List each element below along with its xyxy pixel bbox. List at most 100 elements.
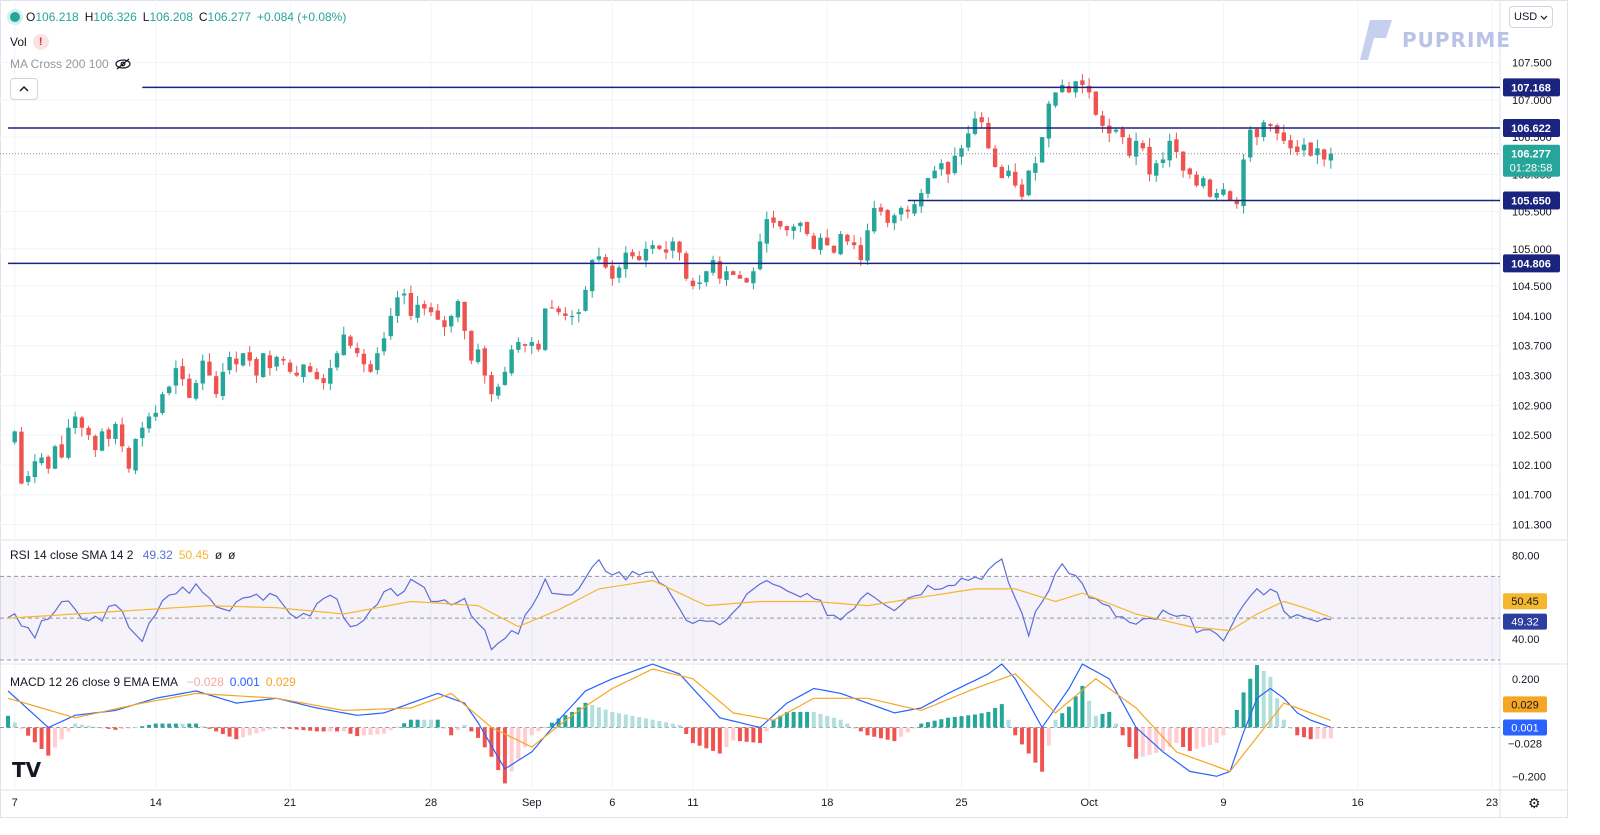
candle-body — [260, 353, 266, 378]
candle-body — [798, 222, 803, 227]
candle-body — [1268, 124, 1273, 126]
macd-histogram-bar — [1140, 727, 1145, 757]
macd-histogram-bar — [1019, 727, 1024, 745]
macd-histogram-bar — [536, 727, 541, 732]
macd-histogram-bar — [288, 727, 293, 729]
tradingview-logo[interactable]: TV — [12, 758, 42, 782]
candle-body — [536, 343, 541, 350]
candle-body — [939, 163, 944, 170]
candle-body — [482, 348, 487, 376]
candle-body — [408, 292, 414, 316]
macd-histogram-bar — [529, 727, 534, 736]
candle-body — [1133, 140, 1139, 157]
candle-body — [213, 376, 219, 395]
candle-body — [287, 362, 293, 372]
candle-body — [885, 209, 890, 223]
macd-histogram-bar — [670, 723, 675, 728]
x-tick-label: 9 — [1220, 797, 1226, 809]
rsi-badge — [1503, 613, 1547, 630]
macd-histogram-bar — [543, 726, 548, 728]
candle-body — [912, 204, 917, 214]
candle-body — [281, 358, 286, 361]
macd-histogram-bar — [979, 713, 984, 728]
macd-histogram-bar — [254, 727, 259, 734]
candle-body — [589, 260, 595, 292]
macd-histogram-bar — [946, 717, 951, 728]
candle-body — [851, 242, 857, 246]
candle-body — [1039, 137, 1045, 163]
macd-histogram-bar — [852, 727, 857, 729]
candle-body — [818, 237, 823, 250]
candle-body — [637, 256, 642, 261]
macd-histogram-bar — [858, 727, 863, 732]
candle-body — [307, 366, 313, 372]
macd-histogram-bar — [388, 727, 393, 731]
symbol-status-dot — [10, 12, 20, 22]
candle-body — [1214, 193, 1219, 198]
candle-body — [724, 271, 729, 280]
candle-body — [1308, 142, 1313, 156]
macd-histogram-bar — [677, 724, 682, 728]
candle-body — [381, 338, 387, 352]
gear-icon[interactable]: ⚙ — [1528, 795, 1541, 811]
macd-histogram-bar — [1167, 727, 1172, 747]
candle-body — [234, 358, 239, 365]
macd-histogram-bar — [86, 725, 91, 728]
ma-legend[interactable]: MA Cross 200 100 — [10, 57, 131, 71]
candle-body — [254, 358, 259, 376]
candle-body — [663, 249, 669, 253]
macd-y-tick-label: 0.200 — [1512, 674, 1540, 686]
currency-selector[interactable]: USD — [1509, 6, 1553, 28]
candle-body — [294, 372, 299, 376]
candle-body — [999, 166, 1005, 179]
candle-body — [516, 342, 521, 350]
macd-histogram-bar — [623, 714, 628, 728]
candle-body — [469, 330, 474, 361]
macd-histogram-bar — [449, 727, 454, 736]
candle-body — [1301, 144, 1307, 151]
macd-histogram-bar — [294, 727, 299, 730]
macd-hist-badge-label: −0.028 — [1508, 739, 1542, 751]
ohlc-item: L106.208 — [143, 10, 193, 24]
candle-body — [1026, 170, 1031, 196]
collapse-legend-button[interactable] — [10, 78, 38, 100]
eye-crossed-icon[interactable] — [115, 58, 131, 70]
ohlc-value: 106.208 — [149, 10, 193, 24]
macd-histogram-bar — [791, 711, 796, 728]
candle-body — [778, 220, 783, 227]
macd-histogram-bar — [147, 724, 152, 728]
macd-histogram-bar — [657, 721, 662, 728]
candle-body — [932, 170, 937, 179]
macd-histogram-bar — [630, 715, 635, 728]
macd-histogram-bar — [1275, 698, 1280, 728]
level-price-label: 104.806 — [1511, 258, 1551, 270]
macd-histogram-bar — [1040, 727, 1045, 772]
rsi-sma-line — [7, 579, 1332, 632]
candle-body — [1080, 80, 1085, 85]
candle-body — [1254, 129, 1260, 138]
macd-histogram-bar — [1322, 727, 1327, 739]
candle-body — [704, 271, 709, 283]
macd-histogram-bar — [274, 727, 279, 729]
candle-body — [643, 248, 649, 261]
ohlc-value: +0.084 (+0.08%) — [256, 10, 347, 24]
macd-histogram-bar — [784, 711, 789, 728]
macd-histogram-bar — [1254, 665, 1259, 728]
macd-histogram-bar — [73, 723, 78, 728]
warning-icon[interactable]: ! — [32, 34, 49, 50]
macd-histogram-bar — [845, 723, 850, 728]
candle-body — [193, 382, 199, 399]
x-tick-label: 7 — [12, 797, 18, 809]
macd-histogram-bar — [798, 711, 803, 728]
macd-histogram-bar — [549, 722, 554, 728]
candle-body — [1328, 153, 1334, 161]
candle-body — [1234, 200, 1240, 205]
macd-histogram-bar — [234, 727, 239, 740]
macd-histogram-bar — [442, 727, 447, 729]
candle-body — [1194, 174, 1199, 186]
x-tick-label: 11 — [687, 797, 698, 809]
macd-histogram-bar — [556, 718, 561, 728]
candle-body — [46, 456, 51, 469]
macd-histogram-bar — [1160, 727, 1165, 751]
